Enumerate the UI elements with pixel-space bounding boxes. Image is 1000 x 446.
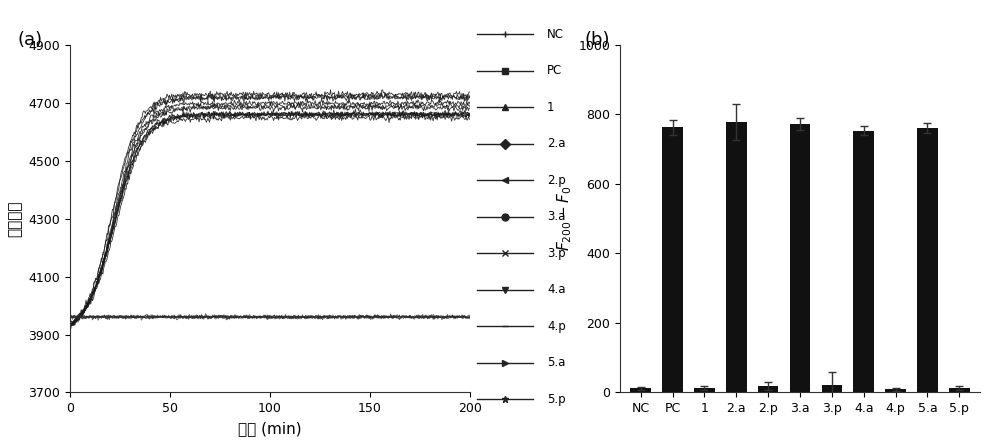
Bar: [917, 128, 938, 392]
Text: 2.p: 2.p: [547, 174, 566, 187]
Text: 4.p: 4.p: [547, 320, 566, 333]
Text: 5.a: 5.a: [547, 356, 565, 369]
Text: 5.p: 5.p: [547, 393, 566, 406]
Bar: [694, 388, 715, 392]
Text: 4.a: 4.a: [547, 283, 566, 296]
X-axis label: 时间 (min): 时间 (min): [238, 421, 302, 436]
Text: NC: NC: [547, 28, 564, 41]
Bar: [822, 385, 842, 392]
Y-axis label: 荧光强度: 荧光强度: [8, 200, 23, 237]
Y-axis label: $F_{200}-F_{0}$: $F_{200}-F_{0}$: [556, 186, 574, 251]
Bar: [790, 124, 810, 392]
Text: (b): (b): [584, 31, 610, 49]
Bar: [949, 388, 970, 392]
Text: 2.a: 2.a: [547, 137, 566, 150]
Bar: [853, 131, 874, 392]
Bar: [758, 386, 778, 392]
Bar: [630, 388, 651, 392]
Text: (a): (a): [18, 31, 43, 49]
Text: 3.p: 3.p: [547, 247, 566, 260]
Bar: [726, 122, 747, 392]
Bar: [885, 389, 906, 392]
Text: 1: 1: [547, 101, 554, 114]
Text: PC: PC: [547, 64, 562, 77]
Text: 3.a: 3.a: [547, 211, 565, 223]
Bar: [662, 128, 683, 392]
